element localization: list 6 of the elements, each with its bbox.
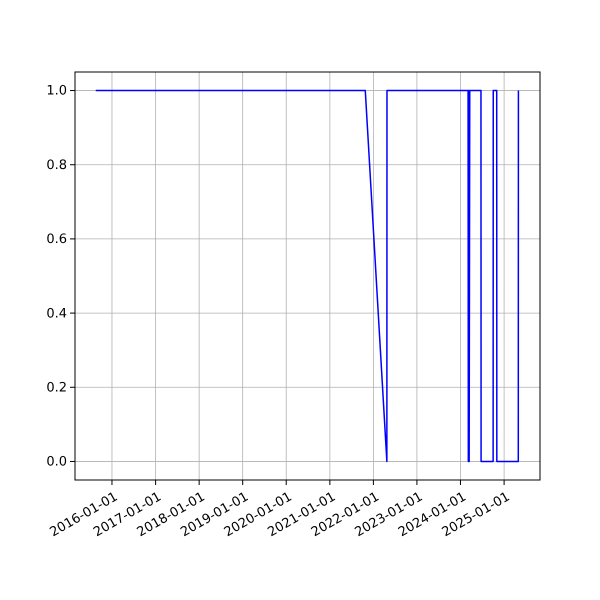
y-tick-label: 0.0 xyxy=(46,454,67,470)
y-tick-label: 1.0 xyxy=(46,84,67,99)
y-tick-label: 0.4 xyxy=(46,306,67,322)
y-tick-label: 0.2 xyxy=(46,380,67,396)
y-tick-label: 0.8 xyxy=(46,158,67,173)
y-tick-label: 0.6 xyxy=(46,232,67,248)
